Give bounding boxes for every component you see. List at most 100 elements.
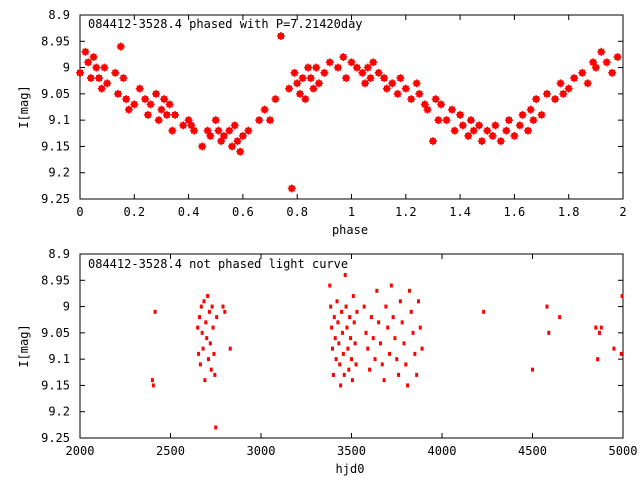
data-point [411, 330, 415, 335]
data-point [608, 68, 617, 77]
data-point [620, 294, 624, 299]
data-point [339, 383, 343, 388]
data-point [340, 330, 344, 335]
data-point [200, 330, 204, 335]
data-point [416, 299, 420, 304]
data-point [157, 105, 166, 114]
data-point [290, 68, 299, 77]
data-point [602, 58, 611, 67]
data-point [334, 357, 338, 362]
data-point [236, 147, 245, 156]
data-point [338, 362, 342, 367]
data-point [309, 84, 318, 93]
data-point [350, 378, 354, 383]
data-point [89, 53, 98, 62]
data-point [366, 74, 375, 83]
data-point [397, 372, 401, 377]
data-point [230, 121, 239, 130]
data-point [349, 336, 353, 341]
data-point [456, 110, 465, 119]
data-point [391, 315, 395, 320]
data-point [437, 100, 446, 109]
data-point [401, 84, 410, 93]
x-tick-label: 0.6 [232, 205, 254, 219]
x-tick-label: 0 [76, 205, 83, 219]
data-point [325, 58, 334, 67]
data-point [213, 372, 217, 377]
data-point [312, 63, 321, 72]
data-point [95, 74, 104, 83]
data-point [402, 341, 406, 346]
data-point [339, 53, 348, 62]
data-point [547, 330, 551, 335]
data-point [219, 131, 228, 140]
data-point [504, 116, 513, 125]
x-tick-label: 1.2 [395, 205, 417, 219]
data-point [612, 346, 616, 351]
data-point [599, 325, 603, 330]
data-point [597, 47, 606, 56]
data-point [380, 74, 389, 83]
data-point [418, 325, 422, 330]
data-point [428, 137, 437, 146]
x-tick-label: 0.2 [123, 205, 145, 219]
y-axis-label: I[mag] [17, 85, 31, 128]
data-point [114, 89, 123, 98]
axis-ticks: 2000 2500 3000 3500 4000 4500 5000 8.9 8.95 9 9.05… [41, 247, 637, 458]
y-tick-label: 8.9 [48, 247, 70, 261]
y-tick-label: 8.95 [41, 34, 70, 48]
data-point [271, 95, 280, 104]
data-points [76, 32, 622, 193]
data-point [531, 367, 534, 372]
data-point [483, 126, 492, 135]
data-point [347, 58, 356, 67]
data-point [542, 89, 551, 98]
data-point [407, 288, 411, 293]
data-point [100, 63, 109, 72]
data-point [382, 84, 391, 93]
x-tick-label: 3500 [337, 444, 366, 458]
data-point [260, 105, 269, 114]
data-point [344, 304, 348, 309]
y-tick-label: 9.05 [41, 326, 70, 340]
data-point [287, 184, 296, 193]
data-point [369, 315, 373, 320]
x-tick-label: 2 [619, 205, 626, 219]
data-point [171, 110, 180, 119]
data-point [363, 63, 372, 72]
y-tick-label: 9.25 [41, 192, 70, 206]
data-point [482, 309, 486, 314]
x-tick-label: 4000 [428, 444, 457, 458]
data-point [215, 315, 219, 320]
data-point [330, 325, 334, 330]
data-point [208, 341, 212, 346]
data-point [400, 320, 404, 325]
data-point [559, 89, 568, 98]
data-point [395, 357, 399, 362]
data-point [293, 79, 302, 88]
axis-ticks: 0 0.2 0.4 0.6 0.8 1 1.2 1.4 1.6 1.8 2 8.9 8.95 9 9.05 9… [41, 8, 627, 219]
data-point [345, 325, 349, 330]
x-axis-label: phase [332, 223, 368, 237]
data-point [558, 315, 562, 320]
data-point [165, 100, 174, 109]
data-point [380, 362, 384, 367]
x-tick-label: 4500 [518, 444, 547, 458]
data-point [214, 425, 218, 430]
data-point [551, 95, 560, 104]
data-point [491, 121, 500, 130]
data-point [153, 309, 157, 314]
data-point [124, 105, 133, 114]
x-tick-label: 3000 [247, 444, 276, 458]
data-point [515, 121, 524, 130]
data-point [190, 126, 199, 135]
data-point [76, 68, 84, 77]
data-point [203, 378, 207, 383]
data-point [404, 362, 408, 367]
data-point [378, 341, 382, 346]
data-point [342, 74, 351, 83]
data-point [373, 357, 377, 362]
data-point [406, 383, 410, 388]
data-point [179, 121, 188, 130]
data-point [130, 100, 139, 109]
